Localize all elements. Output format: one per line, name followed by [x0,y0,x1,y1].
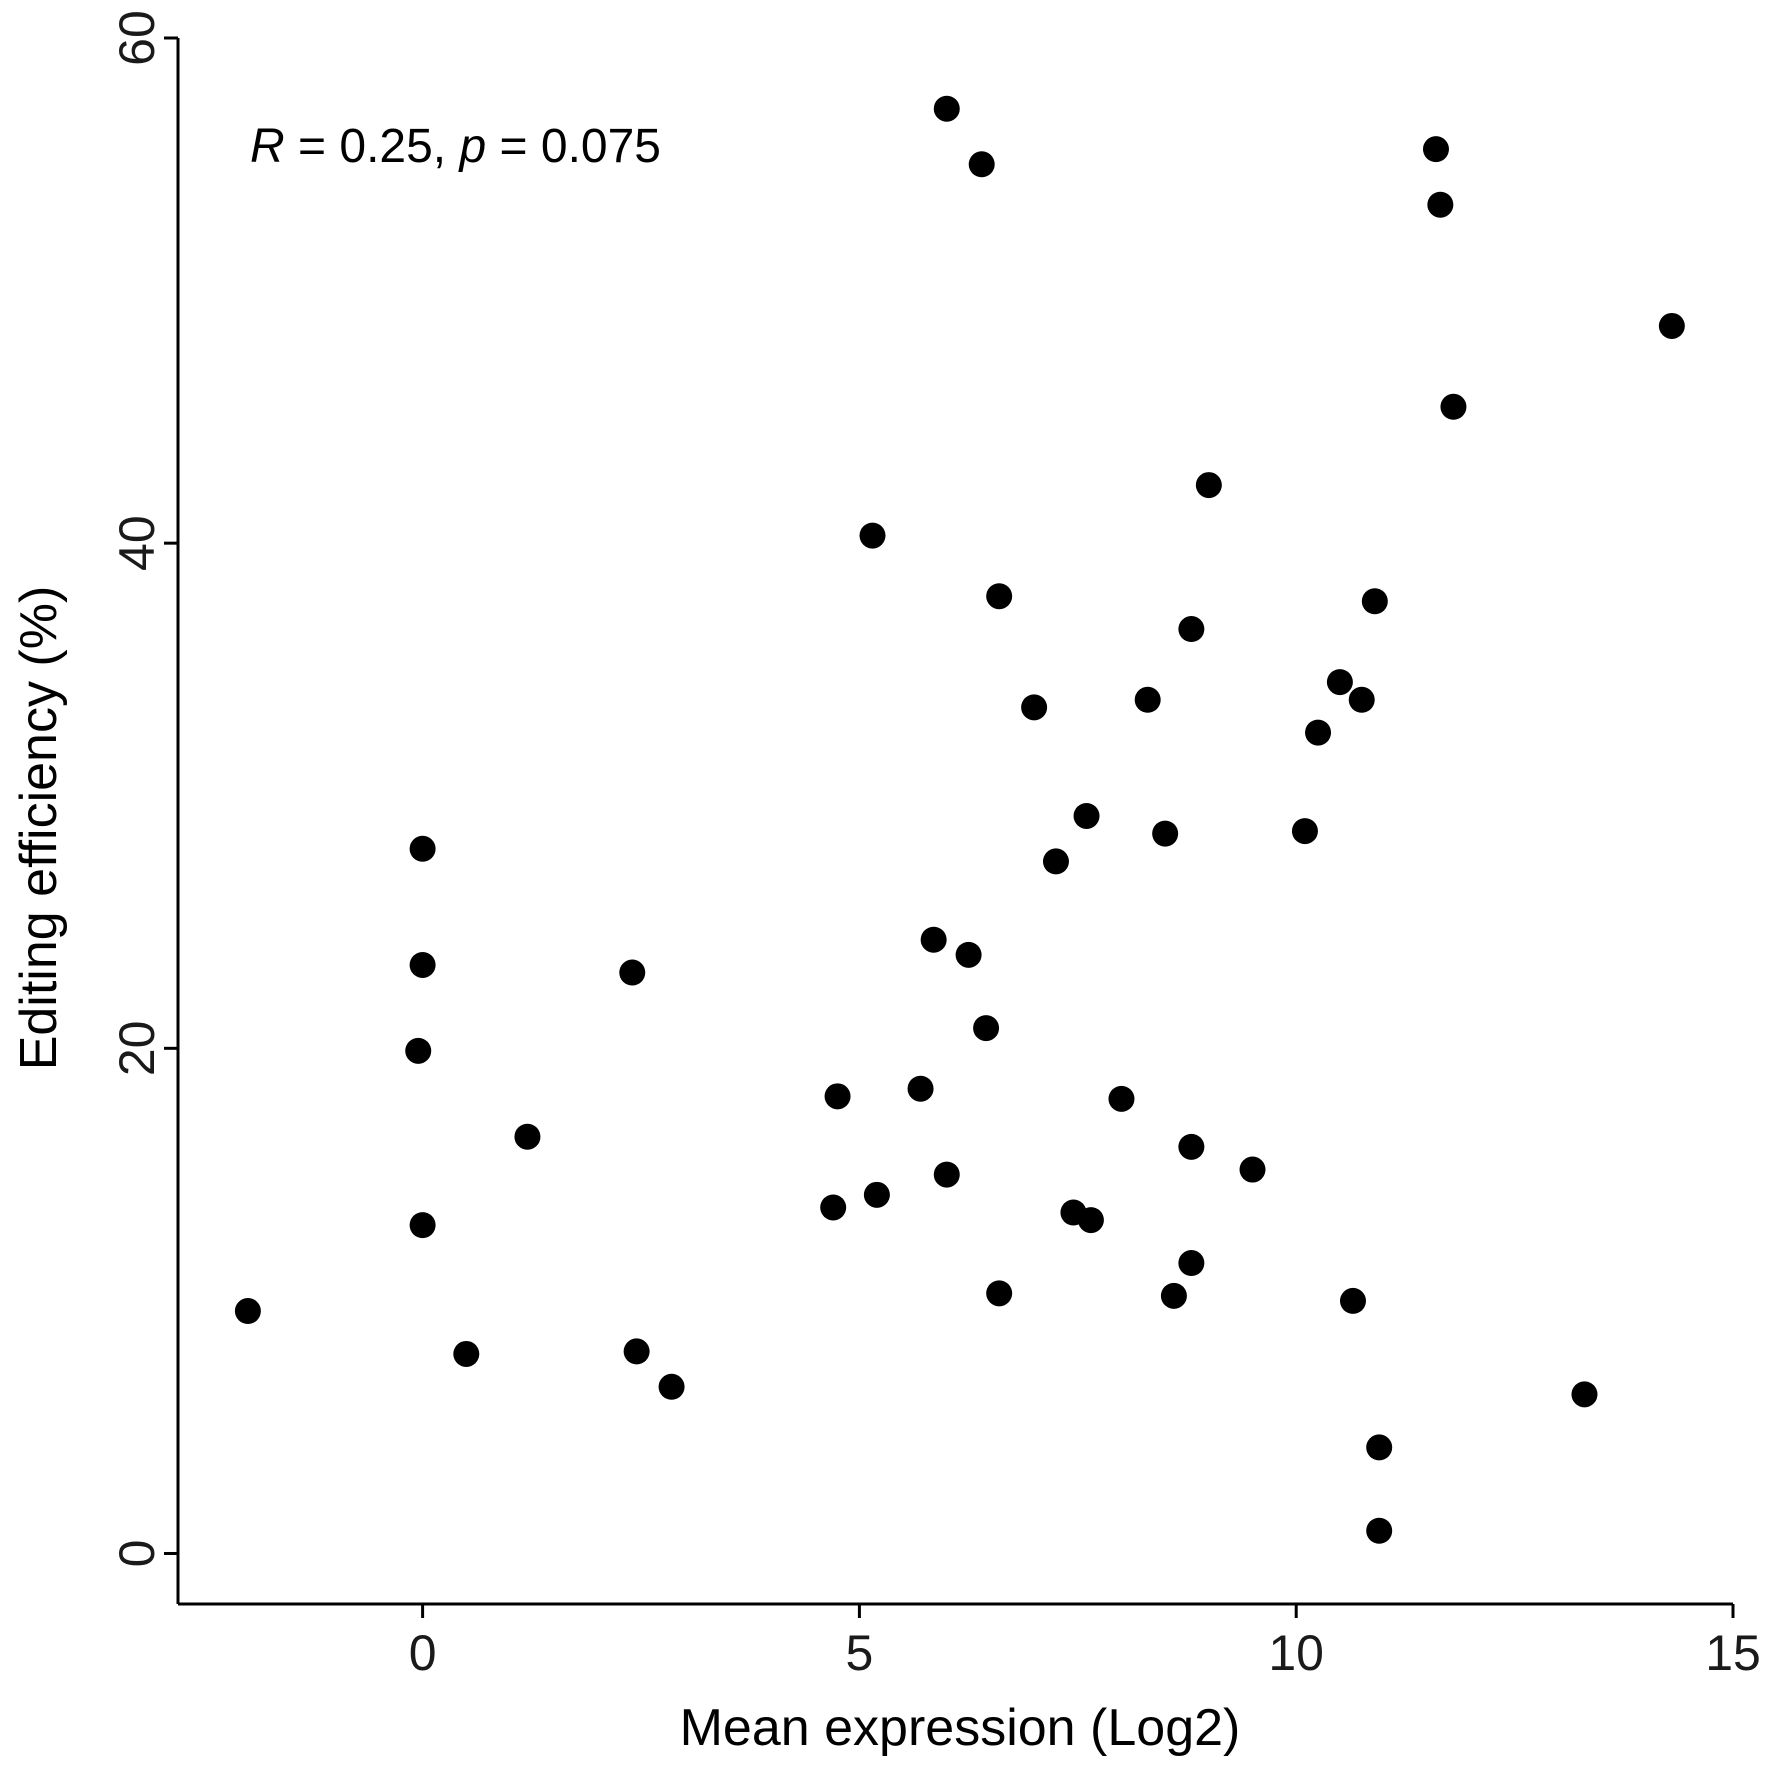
y-axis-title: Editing efficiency (%) [10,586,68,1071]
correlation-annotation: R = 0.25, p = 0.075 [250,120,661,173]
data-point [409,1212,436,1239]
data-point [968,151,995,178]
r-value: = 0.25, [285,120,460,173]
data-point [907,1075,934,1102]
data-point [1178,616,1205,643]
data-point [619,959,646,986]
x-axis-ticks: 0 5 10 15 [409,1604,1761,1681]
data-point [933,95,960,122]
y-tick-label: 0 [109,1540,165,1568]
data-point [453,1340,480,1367]
data-point [1178,1133,1205,1160]
r-label: R [250,120,285,173]
data-point [859,522,886,549]
data-point [658,1373,685,1400]
data-point [1305,719,1332,746]
data-point [1366,1517,1393,1544]
data-point [1134,686,1161,713]
data-point [1427,191,1454,218]
data-point [955,941,982,968]
x-tick-label: 15 [1705,1625,1761,1681]
data-point [863,1181,890,1208]
data-point [1422,136,1449,163]
data-point [1366,1434,1393,1461]
y-tick-label: 40 [109,515,165,571]
x-tick-label: 0 [409,1625,437,1681]
p-label: p [457,120,486,173]
data-point [1291,818,1318,845]
x-tick-label: 5 [845,1625,873,1681]
data-point [234,1298,261,1325]
data-point [973,1015,1000,1042]
y-tick-label: 60 [109,10,165,66]
data-point [1042,848,1069,875]
y-axis-ticks: 0 20 40 60 [109,10,178,1567]
p-value: = 0.075 [486,120,661,173]
data-point [1178,1250,1205,1277]
data-point [1326,669,1353,696]
data-point [986,1280,1013,1307]
data-point [623,1338,650,1365]
data-point [1160,1282,1187,1309]
data-point [1108,1085,1135,1112]
data-point [409,835,436,862]
data-point [1021,694,1048,721]
data-point [1239,1156,1266,1183]
data-point [1361,588,1388,615]
data-point [933,1161,960,1188]
data-points [234,95,1685,1544]
data-point [1152,820,1179,847]
data-point [1073,802,1100,829]
x-tick-label: 10 [1268,1625,1324,1681]
data-point [514,1123,541,1150]
data-point [409,951,436,978]
data-point [1571,1381,1598,1408]
data-point [1658,312,1685,339]
data-point [405,1037,432,1064]
y-tick-label: 20 [109,1021,165,1077]
data-point [824,1083,851,1110]
data-point [986,583,1013,610]
data-point [1348,686,1375,713]
x-axis-title: Mean expression (Log2) [680,1699,1241,1757]
data-point [1339,1287,1366,1314]
data-point [1440,393,1467,420]
data-point [820,1194,847,1221]
data-point [1195,472,1222,499]
data-point [1077,1207,1104,1234]
data-point [920,926,947,953]
